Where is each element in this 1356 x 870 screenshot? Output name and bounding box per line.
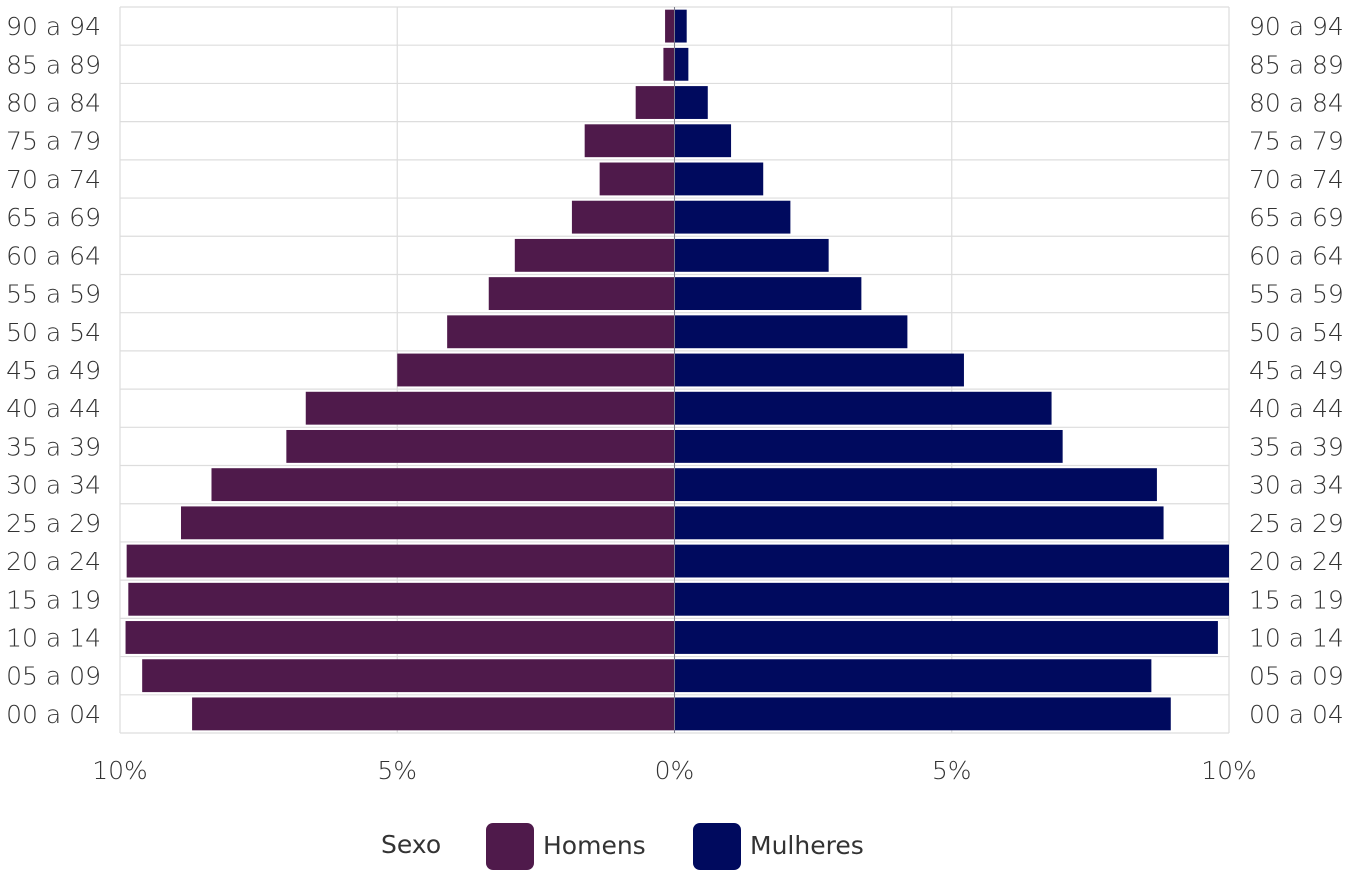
y-tick-label-right: 30 a 34 <box>1249 471 1344 500</box>
y-tick-label-right: 80 a 84 <box>1249 89 1344 118</box>
y-tick-label-right: 85 a 89 <box>1249 50 1344 79</box>
bar-mulheres-20-a-24 <box>674 544 1229 578</box>
x-tick-label: 5% <box>932 756 972 785</box>
bar-homens-35-a-39 <box>286 429 675 463</box>
y-axis-right-labels: 00 a 04 05 a 09 10 a 14 15 a 19 20 a 24 25 a … <box>1249 12 1344 729</box>
bar-mulheres-10-a-14 <box>674 621 1218 654</box>
bar-mulheres-80-a-84 <box>674 86 708 119</box>
y-tick-label-left: 90 a 94 <box>6 12 101 41</box>
bar-homens-55-a-59 <box>488 277 675 311</box>
bar-mulheres-55-a-59 <box>674 277 862 311</box>
y-tick-label-left: 70 a 74 <box>6 165 101 194</box>
bar-mulheres-05-a-09 <box>674 659 1152 693</box>
y-tick-label-left: 75 a 79 <box>6 127 101 156</box>
y-tick-label-left: 30 a 34 <box>6 471 101 500</box>
y-tick-label-right: 50 a 54 <box>1249 318 1344 347</box>
y-tick-label-left: 60 a 64 <box>6 241 101 270</box>
legend-label-homens: Homens <box>543 831 646 860</box>
bar-homens-80-a-84 <box>635 86 675 119</box>
y-tick-label-right: 15 a 19 <box>1249 585 1344 614</box>
y-tick-label-left: 35 a 39 <box>6 432 101 461</box>
y-tick-label-left: 25 a 29 <box>6 509 101 538</box>
y-tick-label-right: 10 a 14 <box>1249 623 1344 652</box>
bar-mulheres-25-a-29 <box>674 506 1164 540</box>
y-tick-label-left: 20 a 24 <box>6 547 101 576</box>
bar-mulheres-70-a-74 <box>674 162 764 196</box>
bar-mulheres-40-a-44 <box>674 391 1052 425</box>
legend: Sexo Homens Mulheres <box>381 823 864 870</box>
bar-homens-05-a-09 <box>142 659 675 693</box>
bar-mulheres-30-a-34 <box>674 468 1157 502</box>
y-axis-left-labels: 00 a 04 05 a 09 10 a 14 15 a 19 20 a 24 25 a … <box>6 12 101 729</box>
legend-label-mulheres: Mulheres <box>750 831 864 860</box>
bars <box>125 7 1229 733</box>
bar-mulheres-65-a-69 <box>674 200 791 234</box>
bar-homens-45-a-49 <box>397 353 675 387</box>
y-tick-label-right: 60 a 64 <box>1249 241 1344 270</box>
y-tick-label-left: 55 a 59 <box>6 280 101 309</box>
y-tick-label-left: 10 a 14 <box>6 623 101 652</box>
x-tick-label: 10% <box>1201 756 1257 785</box>
y-tick-label-right: 75 a 79 <box>1249 127 1344 156</box>
bar-homens-10-a-14 <box>125 621 675 654</box>
y-tick-label-right: 65 a 69 <box>1249 203 1344 232</box>
y-tick-label-left: 80 a 84 <box>6 89 101 118</box>
bar-mulheres-75-a-79 <box>674 124 732 158</box>
y-tick-label-left: 85 a 89 <box>6 50 101 79</box>
y-tick-label-left: 65 a 69 <box>6 203 101 232</box>
bar-mulheres-85-a-89 <box>674 47 689 81</box>
y-tick-label-left: 40 a 44 <box>6 394 101 423</box>
y-tick-label-right: 55 a 59 <box>1249 280 1344 309</box>
y-tick-label-right: 70 a 74 <box>1249 165 1344 194</box>
legend-title: Sexo <box>381 830 441 859</box>
bar-mulheres-15-a-19 <box>674 582 1229 616</box>
bar-mulheres-90-a-94 <box>674 9 687 43</box>
bar-homens-30-a-34 <box>211 468 675 502</box>
x-tick-label: 0% <box>655 756 695 785</box>
bar-homens-60-a-64 <box>514 238 675 272</box>
x-tick-label: 5% <box>377 756 417 785</box>
bar-homens-15-a-19 <box>128 582 675 616</box>
bar-mulheres-50-a-54 <box>674 315 908 349</box>
bar-homens-70-a-74 <box>599 162 675 196</box>
bar-homens-40-a-44 <box>305 391 675 425</box>
y-tick-label-right: 45 a 49 <box>1249 356 1344 385</box>
bar-homens-90-a-94 <box>665 9 675 43</box>
x-tick-label: 10% <box>92 756 148 785</box>
y-tick-label-right: 25 a 29 <box>1249 509 1344 538</box>
bar-mulheres-60-a-64 <box>674 238 829 272</box>
y-tick-label-right: 05 a 09 <box>1249 662 1344 691</box>
x-axis-labels: 10% 5% 0% 5% 10% <box>92 756 1257 785</box>
bar-homens-50-a-54 <box>447 315 675 349</box>
y-tick-label-right: 90 a 94 <box>1249 12 1344 41</box>
legend-swatch-homens <box>486 823 534 870</box>
y-tick-label-left: 45 a 49 <box>6 356 101 385</box>
y-tick-label-left: 50 a 54 <box>6 318 101 347</box>
bar-homens-25-a-29 <box>180 506 675 540</box>
y-tick-label-left: 15 a 19 <box>6 585 101 614</box>
y-tick-label-right: 35 a 39 <box>1249 432 1344 461</box>
bar-homens-20-a-24 <box>126 544 675 578</box>
bar-mulheres-00-a-04 <box>674 697 1171 731</box>
bar-mulheres-45-a-49 <box>674 353 964 387</box>
y-tick-label-right: 00 a 04 <box>1249 700 1344 729</box>
y-tick-label-right: 40 a 44 <box>1249 394 1344 423</box>
bar-homens-85-a-89 <box>663 47 675 81</box>
y-tick-label-right: 20 a 24 <box>1249 547 1344 576</box>
bar-homens-65-a-69 <box>571 200 675 234</box>
legend-swatch-mulheres <box>693 823 741 870</box>
y-tick-label-left: 05 a 09 <box>6 662 101 691</box>
bar-mulheres-35-a-39 <box>674 429 1063 463</box>
bar-homens-00-a-04 <box>192 697 675 731</box>
y-tick-label-left: 00 a 04 <box>6 700 101 729</box>
bar-homens-75-a-79 <box>584 124 675 158</box>
